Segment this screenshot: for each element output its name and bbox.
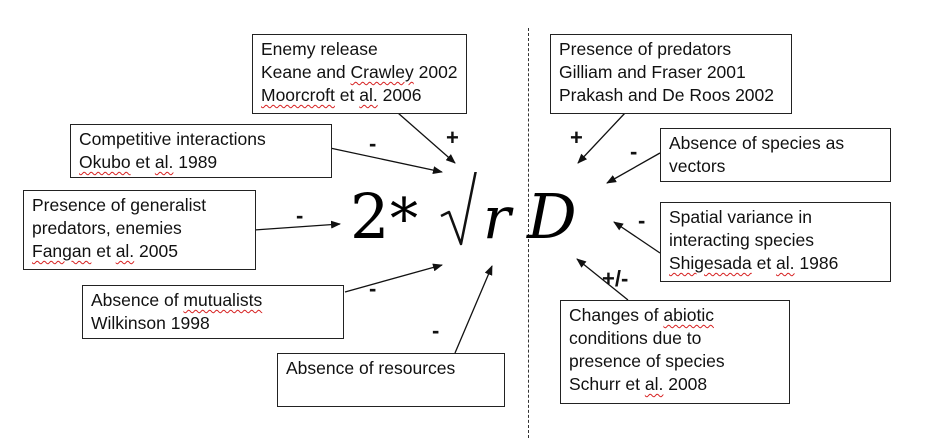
- resources-line-1: Absence of resources: [286, 358, 456, 378]
- text-fragment: al.: [359, 85, 378, 105]
- enemy-line-1: Enemy release: [261, 39, 378, 59]
- abiotic-line-1: Changes of abiotic: [569, 304, 782, 327]
- vectors-line-2: vectors: [669, 156, 726, 176]
- generalist-line-2: predators, enemies: [32, 218, 182, 238]
- formula-r: r: [483, 184, 514, 252]
- arrow-mutualists: [344, 263, 443, 293]
- text-fragment: 2008: [663, 374, 708, 394]
- divider-dashed-line: [528, 28, 529, 438]
- box-abiotic-conditions: Changes of abiotic conditions due to pre…: [560, 300, 790, 404]
- text-fragment: et: [334, 85, 360, 105]
- abiotic-line-2: conditions due to: [569, 328, 702, 348]
- competitive-line-2: Okubo et al. 1989: [79, 151, 324, 174]
- box-spatial-variance: Spatial variance in interacting species …: [660, 202, 891, 282]
- text-fragment: al.: [644, 374, 664, 394]
- text-fragment: Absence of: [91, 290, 184, 310]
- sign-generalist: -: [296, 203, 304, 228]
- text-fragment: 2002: [413, 62, 458, 82]
- formula-d: D: [526, 180, 577, 252]
- generalist-line-3: Fangan et al. 2005: [32, 240, 248, 263]
- sign-vectors: -: [630, 139, 638, 164]
- text-fragment: 2005: [134, 241, 178, 261]
- arrow-competitive: [329, 147, 443, 175]
- sqrt-symbol: [440, 172, 477, 246]
- text-fragment: mutualists: [183, 290, 263, 310]
- text-fragment: Moorcroft: [261, 85, 335, 105]
- sign-resources: -: [432, 318, 440, 343]
- formula-times: *: [390, 187, 418, 252]
- text-fragment: et: [91, 241, 116, 261]
- abiotic-line-3: presence of species: [569, 351, 725, 371]
- vectors-line-1: Absence of species as: [669, 133, 845, 153]
- text-fragment: et: [751, 253, 777, 273]
- arrow-enemy: [397, 112, 456, 164]
- enemy-line-2: Keane and Crawley 2002: [261, 61, 459, 84]
- arrow-generalist: [253, 220, 341, 231]
- sign-enemy: +: [446, 125, 459, 150]
- text-fragment: Changes of: [569, 305, 664, 325]
- sign-spatial: -: [638, 208, 646, 233]
- box-enemy-release: Enemy release Keane and Crawley 2002 Moo…: [252, 34, 467, 114]
- text-fragment: abiotic: [663, 305, 714, 325]
- spatial-line-2: interacting species: [669, 230, 814, 250]
- spatial-line-3: Shigesada et al. 1986: [669, 252, 883, 275]
- box-absence-of-mutualists: Absence of mutualists Wilkinson 1998: [82, 285, 344, 339]
- arrow-predators: [577, 112, 626, 164]
- text-fragment: Fangan: [32, 241, 92, 261]
- text-fragment: Schurr et: [569, 374, 645, 394]
- arrow-spatial: [613, 221, 661, 254]
- formula-two: 2: [350, 180, 389, 252]
- spatial-line-1: Spatial variance in: [669, 207, 812, 227]
- mutualists-line-1: Absence of mutualists: [91, 289, 336, 312]
- text-fragment: al.: [154, 152, 174, 172]
- enemy-line-3: Moorcroft et al. 2006: [261, 84, 459, 107]
- arrow-resources: [454, 265, 493, 354]
- sign-abiotic: +/-: [602, 266, 629, 291]
- competitive-line-1: Competitive interactions: [79, 129, 266, 149]
- text-fragment: al.: [115, 241, 135, 261]
- text-fragment: Shigesada: [669, 253, 752, 273]
- sign-competitive: -: [369, 131, 377, 156]
- text-fragment: al.: [776, 253, 795, 273]
- sign-predators: +: [570, 125, 583, 150]
- spread-rate-formula: 2 * r D: [350, 172, 577, 252]
- text-fragment: et: [130, 152, 155, 172]
- box-presence-of-predators: Presence of predators Gilliam and Fraser…: [550, 34, 792, 114]
- abiotic-line-4: Schurr et al. 2008: [569, 373, 782, 396]
- text-fragment: Okubo: [79, 152, 131, 172]
- predators-line-1: Presence of predators: [559, 39, 732, 59]
- box-absence-of-resources: Absence of resources: [277, 353, 505, 407]
- predators-line-2: Gilliam and Fraser 2001: [559, 62, 746, 82]
- sign-mutualists: -: [369, 276, 377, 301]
- box-competitive-interactions: Competitive interactions Okubo et al. 19…: [70, 124, 332, 178]
- mutualists-line-2: Wilkinson 1998: [91, 313, 210, 333]
- predators-line-3: Prakash and De Roos 2002: [559, 85, 774, 105]
- arrow-vectors: [606, 152, 661, 184]
- text-fragment: 1986: [794, 253, 839, 273]
- text-fragment: Crawley: [350, 62, 414, 82]
- arrow-abiotic: [576, 258, 629, 301]
- text-fragment: Keane and: [261, 62, 351, 82]
- text-fragment: 2006: [377, 85, 422, 105]
- text-fragment: 1989: [173, 152, 218, 172]
- generalist-line-1: Presence of generalist: [32, 195, 207, 215]
- box-generalist-predators: Presence of generalist predators, enemie…: [23, 190, 256, 270]
- box-absence-of-vectors: Absence of species as vectors: [660, 128, 891, 182]
